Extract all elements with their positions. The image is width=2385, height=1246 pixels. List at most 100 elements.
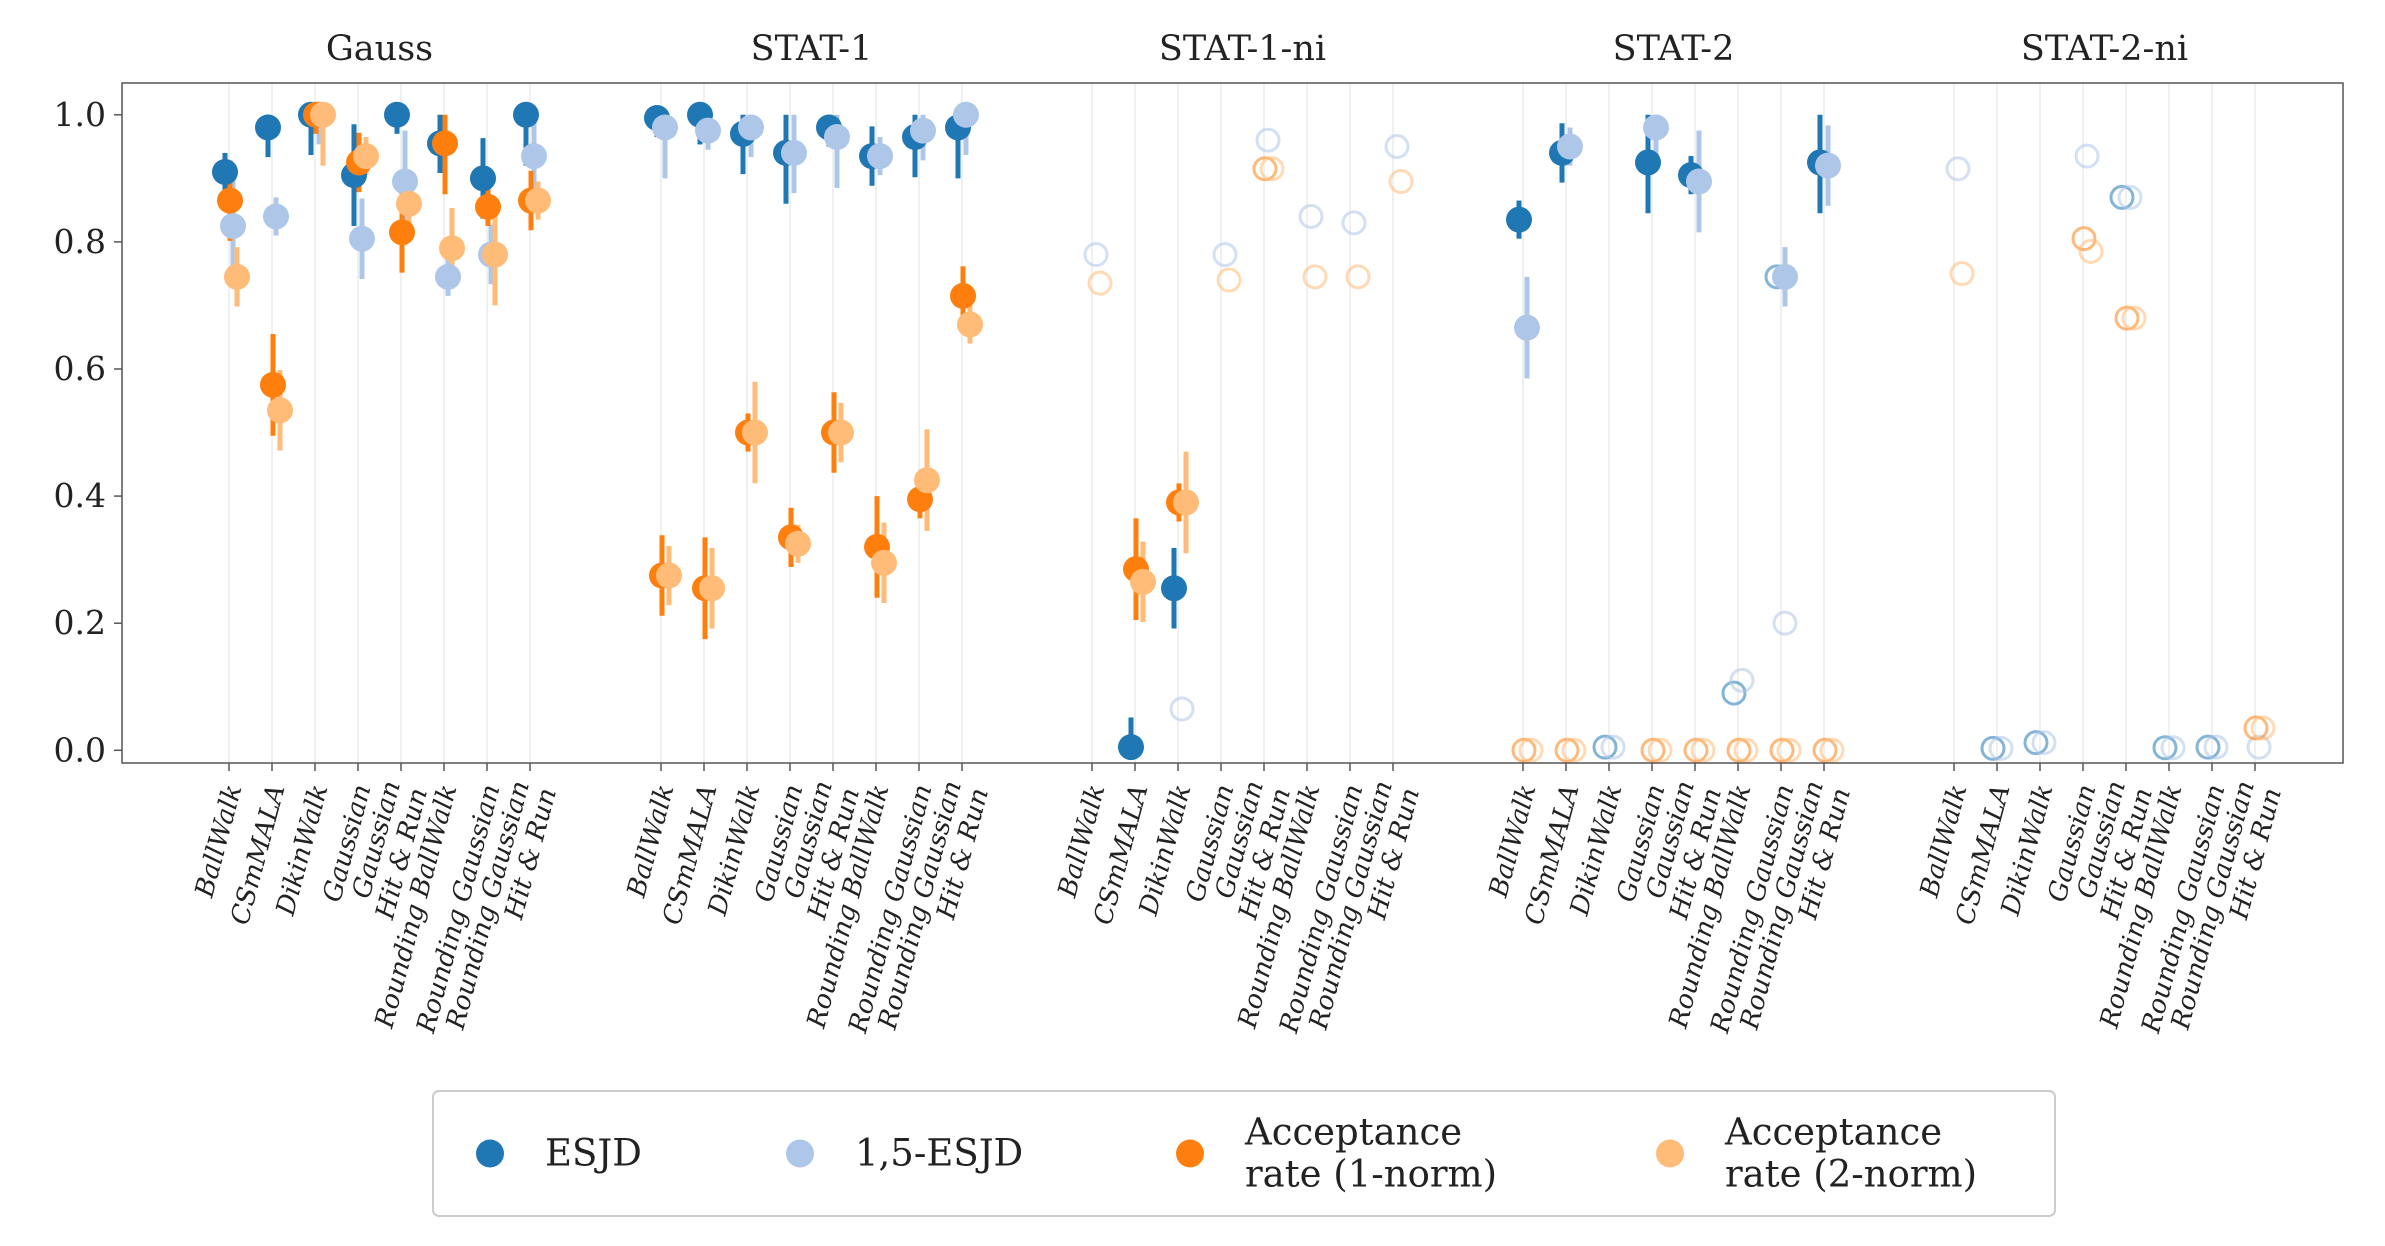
x-axis: BallWalkCSmMALADikinWalkGaussianGaussian… [189,763,2288,1037]
legend-label: rate (1-norm) [1245,1153,1497,1196]
data-point [699,575,725,602]
faded-point [2078,238,2104,264]
faded-point [1087,270,1113,296]
y-tick-label: 0.2 [54,603,106,642]
data-point [738,114,764,141]
data-point [656,562,682,589]
faded-point [1733,737,1759,763]
data-point [263,203,289,230]
faded-point [1945,156,1971,182]
panel-title: Gauss [326,29,433,69]
faded-point [1776,737,1802,763]
y-tick-label: 0.6 [54,349,106,388]
data-point [1635,149,1661,176]
data-point [953,101,979,128]
faded-point [1683,737,1709,763]
data-point [1506,206,1532,233]
panel-title: STAT-1 [751,29,873,69]
legend-marker [1656,1139,1684,1168]
data-point [1643,114,1669,141]
faded-point [1812,737,1838,763]
data-point [824,124,850,151]
data-point [1130,568,1156,595]
y-tick-label: 1.0 [54,95,106,134]
data-point [1161,575,1187,602]
data-point [310,101,336,128]
legend-marker [786,1139,814,1168]
faded-point [1216,267,1242,293]
data-point [828,419,854,446]
y-tick-label: 0.4 [54,476,106,515]
faded-point [1083,242,1109,268]
data-point [470,165,496,192]
faded-point [2152,735,2178,761]
error-bars [222,114,1831,751]
faded-point [1726,737,1752,763]
faded-point [1255,127,1281,153]
data-point [950,282,976,309]
data-points [212,101,2276,763]
faded-point [1388,169,1414,195]
faded-point [1592,734,1618,760]
faded-point [2031,730,2057,756]
faded-point [1554,737,1580,763]
faded-point [1169,696,1195,722]
faded-point [2071,226,2097,252]
faded-point [2246,734,2272,760]
y-axis: 0.0 0.2 0.4 0.6 0.8 1.0 [54,95,122,769]
faded-point [2203,734,2229,760]
legend-label: rate (2-norm) [1725,1153,1977,1196]
data-point [1686,168,1712,195]
data-point [482,241,508,268]
data-point [695,117,721,144]
data-point [1557,133,1583,160]
data-point [224,263,250,290]
data-point [392,168,418,195]
data-point [1118,734,1144,761]
legend-label: Acceptance [1244,1111,1462,1154]
faded-point [2074,143,2100,169]
faded-point [2023,730,2049,756]
data-point [742,419,768,446]
faded-point [1721,680,1747,706]
data-point [475,193,501,220]
data-point [1815,152,1841,179]
legend-label: 1,5-ESJD [855,1132,1023,1175]
data-point [267,397,293,424]
faded-point [1252,156,1278,182]
faded-point [2250,715,2276,741]
y-tick-label: 0.8 [54,222,106,261]
data-point [432,130,458,157]
data-point [384,101,410,128]
data-point [1514,314,1540,341]
panel-titles: Gauss STAT-1 STAT-1-ni STAT-2 STAT-2-ni [326,29,2188,69]
faded-point [1769,737,1795,763]
y-tick-label: 0.0 [54,730,106,769]
data-point [513,101,539,128]
faded-point [1690,737,1716,763]
faded-point [2109,184,2135,210]
data-point [910,117,936,144]
legend-marker [476,1139,504,1168]
data-point [439,235,465,262]
data-point [785,530,811,557]
data-point [525,187,551,214]
faded-point [1341,210,1367,236]
panel-title: STAT-2-ni [2021,29,2188,69]
data-point [212,158,238,185]
data-point [217,187,243,214]
data-point [255,114,281,141]
data-point [220,212,246,239]
faded-point [1980,735,2006,761]
data-point [1772,263,1798,290]
legend-label: ESJD [545,1132,642,1175]
data-point [396,190,422,217]
legend-marker [1176,1139,1204,1168]
faded-point [1949,261,1975,287]
faded-point [1772,610,1798,636]
faded-point [1302,264,1328,290]
faded-point [1819,737,1845,763]
